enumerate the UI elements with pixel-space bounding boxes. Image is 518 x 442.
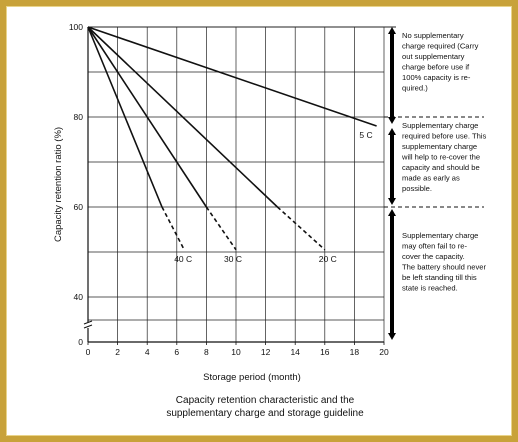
y-tick-label: 100: [69, 22, 83, 32]
series-label-20c: 20 C: [319, 254, 337, 264]
zone-arrow-up: [388, 27, 396, 34]
series-label-40c: 40 C: [174, 254, 192, 264]
zone-note-line: charge before use if: [402, 63, 470, 72]
zone-arrow-up: [388, 128, 396, 135]
guideline-zones: No supplementary charge required (Carryou…: [384, 27, 486, 340]
zone-note-line: The battery should never: [402, 263, 486, 272]
zone-note-line: made as early as: [402, 174, 460, 183]
zone-note-line: be left standing till this: [402, 273, 477, 282]
x-tick-label: 20: [379, 347, 389, 357]
y-axis-label: Capacity retention ratio (%): [53, 127, 64, 242]
x-tick-label: 12: [261, 347, 271, 357]
zone-note-line: required before use. This: [402, 132, 486, 141]
zone-note-line: may often fail to re-: [402, 242, 467, 251]
zone-note-line: quired.): [402, 84, 428, 93]
x-tick-label: 2: [115, 347, 120, 357]
zone-note-line: Supplementary charge: [402, 121, 478, 130]
zone-note-line: Supplementary charge: [402, 231, 478, 240]
zone-arrow-down: [388, 333, 396, 340]
axis-break-mark: [83, 320, 93, 325]
zone-note-line: cover the capacity.: [402, 252, 465, 261]
zone-note-line: possible.: [402, 184, 432, 193]
zone-arrow-down: [388, 117, 396, 124]
y-tick-label: 40: [74, 292, 84, 302]
chart-caption-line-2: supplementary charge and storage guideli…: [166, 408, 364, 419]
x-tick-label: 8: [204, 347, 209, 357]
zone-note-line: capacity and should be: [402, 163, 480, 172]
series-line-40c: [87, 26, 163, 208]
series-line-30c: [87, 26, 208, 208]
series-dashed-40c: [161, 206, 185, 251]
x-tick-label: 0: [86, 347, 91, 357]
axis-break-gap: [84, 322, 92, 328]
series-label-30c: 30 C: [224, 254, 242, 264]
series-dashed-30c: [205, 206, 237, 251]
chart-caption-line-1: Capacity retention characteristic and th…: [176, 395, 355, 406]
x-tick-label: 10: [231, 347, 241, 357]
y-tick-label: 80: [74, 112, 84, 122]
x-tick-label: 4: [145, 347, 150, 357]
series-line-20c: [87, 26, 278, 208]
y-tick-label: 0: [78, 337, 83, 347]
grid: [88, 26, 396, 342]
series-line-5c: [87, 26, 377, 127]
zone-note-line: state is reached.: [402, 284, 458, 293]
axis-break-mark: [83, 324, 93, 329]
x-tick-label: 6: [174, 347, 179, 357]
series-lines: 5 C 20 C 30 C 40 C: [87, 26, 377, 264]
x-axis-label: Storage period (month): [203, 372, 301, 383]
zone-note-line: will help to re-cover the: [401, 153, 480, 162]
x-tick-label: 16: [320, 347, 330, 357]
zone-note-line: 100% capacity is re-: [402, 73, 471, 82]
series-dashed-20c: [276, 206, 326, 251]
series-label-5c: 5 C: [359, 130, 372, 140]
x-tick-label: 14: [290, 347, 300, 357]
y-tick-label: 60: [74, 202, 84, 212]
zone-note-line: charge required (Carry: [402, 42, 479, 51]
zone-note-line: No supplementary: [402, 31, 464, 40]
zone-note-line: supplementary charge: [402, 142, 477, 151]
zone-arrow-up: [388, 209, 396, 216]
axes: 0 2 4 6 8 10 12 14 16 18 20 0 40 60 80 100: [69, 22, 389, 357]
zone-arrow-down: [388, 198, 396, 205]
zone-note-line: out supplementary: [402, 52, 465, 61]
x-tick-label: 18: [350, 347, 360, 357]
